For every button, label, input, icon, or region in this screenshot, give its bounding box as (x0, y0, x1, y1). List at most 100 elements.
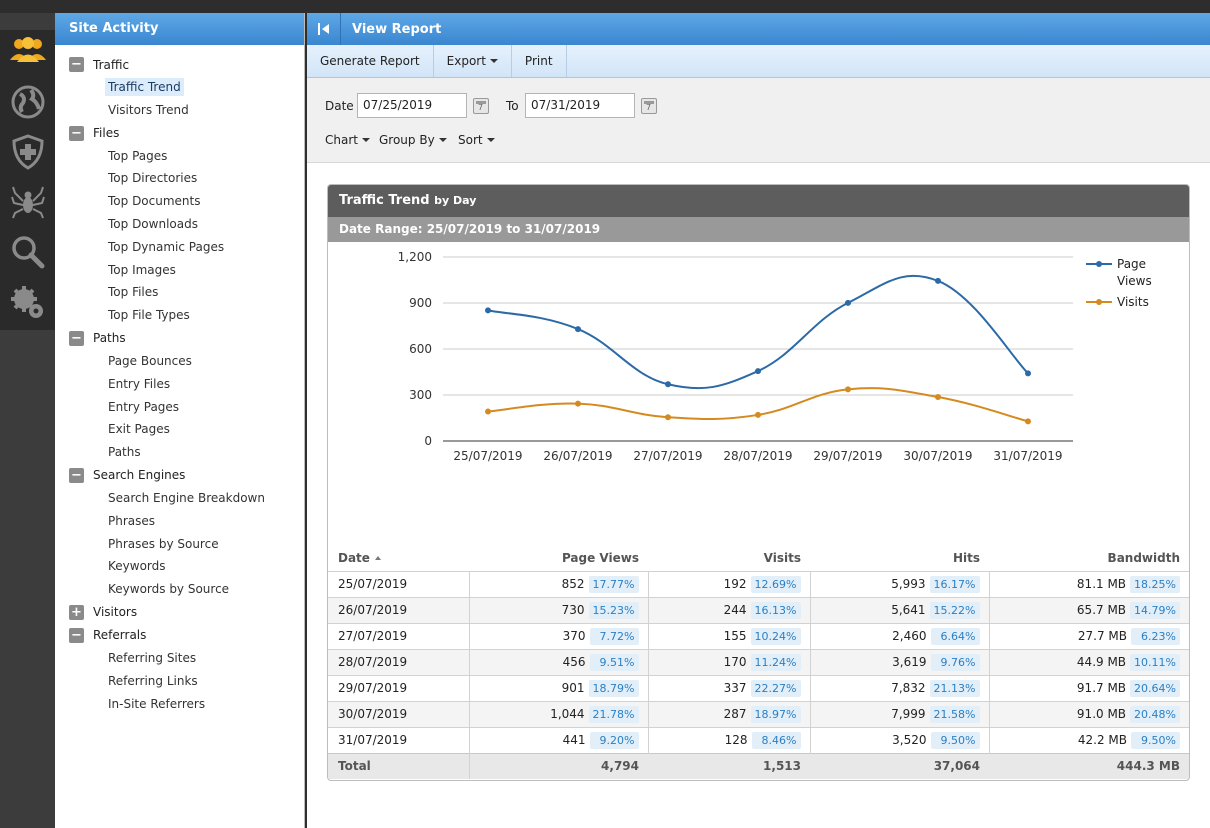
cell-value: 337 (723, 681, 747, 695)
col-hits[interactable]: Hits (952, 550, 980, 565)
data-point (935, 277, 941, 284)
tree-item[interactable]: Entry Pages (55, 396, 304, 419)
y-tick-label: 600 (409, 342, 432, 356)
tree-item-label: Exit Pages (108, 422, 170, 437)
collapse-icon[interactable]: − (69, 330, 84, 346)
total-visits: 1,513 (648, 752, 810, 779)
expand-icon[interactable]: + (69, 604, 84, 620)
search-icon[interactable] (9, 233, 47, 271)
table-row[interactable]: 30/07/2019 1,044 21.78% 287 18.97% 7,999 21.58… (328, 700, 1189, 727)
users-icon[interactable] (9, 31, 47, 69)
collapse-icon[interactable]: − (69, 467, 84, 483)
tree-group[interactable]: − Paths (55, 327, 304, 350)
table-row[interactable]: 31/07/2019 441 9.20% 128 8.46% 3,520 9.50% 42.2… (328, 726, 1189, 753)
tree-item-label: Referring Sites (108, 650, 197, 665)
tree-item-label: Keywords (108, 559, 166, 574)
date-to-input[interactable]: 07/31/2019 (525, 93, 635, 118)
tree-item[interactable]: Top Directories (55, 167, 304, 190)
date-label: Date (325, 99, 354, 113)
tree-item-label: Top Images (108, 262, 176, 277)
legend-label: Page Views (1117, 257, 1152, 288)
nav-tree: − Traffic Traffic Trend Visitors Trend − File… (55, 45, 304, 715)
caret-down-icon (486, 138, 495, 142)
col-bandwidth[interactable]: Bandwidth (1107, 550, 1180, 565)
cell-percent: 21.78% (588, 705, 639, 723)
table-row[interactable]: 28/07/2019 456 9.51% 170 11.24% 3,619 9.76% 44.… (328, 648, 1189, 675)
tree-item[interactable]: Exit Pages (55, 418, 304, 441)
collapse-icon[interactable]: − (69, 57, 84, 72)
col-visits[interactable]: Visits (763, 550, 801, 565)
tree-item-label: Top File Types (108, 308, 190, 323)
tree-item[interactable]: Paths (55, 441, 304, 464)
cell-date: 30/07/2019 (328, 700, 470, 727)
collapse-icon[interactable]: − (69, 627, 84, 643)
sort-asc-icon (374, 555, 381, 560)
table-row[interactable]: 25/07/2019 852 17.77% 192 12.69% 5,993 16.17% 8… (328, 570, 1189, 597)
spider-icon[interactable] (9, 183, 47, 221)
calendar-icon[interactable] (641, 98, 657, 114)
x-tick-label: 31/07/2019 (993, 449, 1062, 463)
tree-item[interactable]: Keywords by Source (55, 578, 304, 601)
collapse-sidebar-button[interactable] (307, 13, 341, 45)
tree-group[interactable]: − Referrals (55, 624, 304, 647)
tree-item[interactable]: Phrases (55, 510, 304, 533)
tree-item[interactable]: Search Engine Breakdown (55, 487, 304, 510)
tree-item[interactable]: In-Site Referrers (55, 693, 304, 716)
tree-item-label: In-Site Referrers (108, 696, 206, 711)
collapse-icon[interactable]: − (69, 125, 84, 141)
tree-item[interactable]: Referring Sites (55, 647, 304, 670)
sort-dropdown[interactable]: Sort (458, 133, 495, 147)
group-by-dropdown[interactable]: Group By (379, 133, 447, 147)
tree-item-label: Phrases by Source (108, 536, 219, 551)
shield-plus-icon[interactable] (9, 133, 47, 171)
date-from-input[interactable]: 07/25/2019 (357, 93, 467, 118)
col-date[interactable]: Date (328, 545, 469, 571)
tree-item[interactable]: Visitors Trend (55, 99, 304, 122)
cell-value: 91.7 MB (1076, 681, 1127, 695)
col-page-views[interactable]: Page Views (561, 550, 639, 565)
tree-group[interactable]: − Files (55, 122, 304, 145)
cell-value: 1,044 (550, 707, 585, 721)
data-point (665, 381, 671, 388)
tree-item[interactable]: Top Files (55, 281, 304, 304)
y-tick-label: 0 (424, 434, 432, 448)
tree-group[interactable]: − Search Engines (55, 464, 304, 487)
tree-item[interactable]: Top File Types (55, 304, 304, 327)
generate-report-button[interactable]: Generate Report (307, 45, 434, 77)
caret-down-icon (438, 138, 447, 142)
tree-item[interactable]: Top Documents (55, 190, 304, 213)
calendar-icon[interactable] (473, 98, 489, 114)
cell-value: 244 (723, 603, 747, 617)
data-point (1025, 370, 1031, 377)
globe-icon[interactable] (9, 83, 47, 121)
tree-item[interactable]: Top Downloads (55, 213, 304, 236)
table-row[interactable]: 26/07/2019 730 15.23% 244 16.13% 5,641 15.22% 6… (328, 596, 1189, 623)
tree-item[interactable]: Keywords (55, 555, 304, 578)
export-menu[interactable]: Export (434, 45, 512, 77)
chart-dropdown[interactable]: Chart (325, 133, 370, 147)
cell-percent: 9.20% (589, 731, 639, 749)
tree-item[interactable]: Traffic Trend (55, 76, 304, 99)
tree-group[interactable]: + Visitors (55, 601, 304, 624)
tree-item-label: Top Pages (108, 148, 168, 163)
total-row: Total 4,794 1,513 37,064 444.3 MB (328, 752, 1189, 779)
cell-value: 730 (561, 603, 585, 617)
tree-item[interactable]: Top Pages (55, 145, 304, 168)
legend-label: Visits (1117, 295, 1149, 309)
cell-value: 852 (561, 577, 585, 591)
print-button[interactable]: Print (512, 45, 567, 77)
tree-group[interactable]: − Traffic (55, 53, 304, 76)
tree-item[interactable]: Phrases by Source (55, 533, 304, 556)
tree-item[interactable]: Referring Links (55, 670, 304, 693)
table-row[interactable]: 27/07/2019 370 7.72% 155 10.24% 2,460 6.64% 27.… (328, 622, 1189, 649)
tree-item[interactable]: Top Images (55, 259, 304, 282)
table-row[interactable]: 29/07/2019 901 18.79% 337 22.27% 7,832 21.13% 9… (328, 674, 1189, 701)
tree-item[interactable]: Top Dynamic Pages (55, 236, 304, 259)
data-point (575, 326, 581, 333)
tree-item[interactable]: Entry Files (55, 373, 304, 396)
tree-item[interactable]: Page Bounces (55, 350, 304, 373)
cell-percent: 9.50% (1131, 731, 1180, 749)
cell-date: 28/07/2019 (328, 648, 470, 675)
cell-percent: 14.79% (1130, 601, 1180, 619)
gear-icon[interactable] (9, 284, 47, 322)
